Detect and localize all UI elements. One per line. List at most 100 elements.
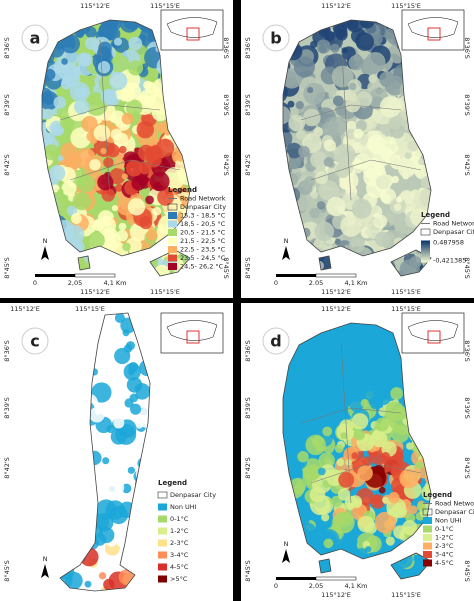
map-cell: [312, 403, 333, 423]
north-label: N: [43, 555, 48, 563]
legend-label: 23,5 - 24,5 °C: [180, 254, 226, 262]
legend-label: 22,5 - 23,5 °C: [180, 246, 226, 254]
map-cell: [388, 492, 400, 504]
map-cell: [89, 159, 101, 171]
legend-label: 3-4°C: [435, 551, 454, 559]
panel: d 115°12'E 115°15'E 115°12'E 115°15'E 8°36'S 8…: [241, 303, 474, 601]
legend-swatch: [168, 263, 177, 270]
map-cell: [109, 167, 126, 185]
legend-label: 0-1°C: [170, 515, 189, 523]
map-cell: [355, 91, 373, 108]
lat-label: 8°39'S: [244, 397, 252, 419]
map-cell: [309, 207, 320, 219]
map-cell: [59, 115, 74, 130]
lat-label: 8°36'S: [244, 340, 252, 362]
legend-ramp-low: -0,421385: [433, 257, 466, 265]
panel-label: a: [30, 29, 41, 48]
lat-label: 8°39'S: [244, 94, 252, 116]
map-cell: [381, 451, 390, 461]
city-boundary: [282, 19, 432, 277]
lat-label: 8°39'S: [463, 94, 471, 116]
legend-title: Legend: [168, 186, 197, 194]
map-cell: [127, 466, 136, 474]
lat-label: 8°42'S: [463, 457, 471, 479]
legend-label: Denpasar City: [433, 228, 474, 236]
panel-label-badge: [21, 327, 49, 355]
legend-label: Road Network: [180, 195, 226, 203]
map-cell: [323, 139, 336, 152]
map-cell: [127, 60, 144, 76]
legend-title: Legend: [158, 479, 187, 487]
lat-label: 8°42'S: [222, 154, 230, 176]
map-cell: [111, 388, 128, 404]
lat-label: 8°45'S: [244, 257, 252, 279]
panel-label-badge: [262, 327, 290, 355]
map-cell: [298, 145, 310, 158]
map-cell: [121, 173, 128, 180]
map-cell: [315, 369, 328, 382]
map-cell: [64, 224, 85, 245]
map-cell: [370, 399, 380, 410]
map-cell: [108, 71, 128, 91]
map-cell: [84, 37, 98, 50]
legend-label: 2-3°C: [170, 539, 189, 547]
map-cell: [316, 39, 331, 54]
map-cell: [385, 136, 393, 144]
lat-label: 8°42'S: [3, 457, 11, 479]
north-arrow: [282, 549, 290, 563]
map-cell: [310, 150, 328, 169]
map-cell: [379, 96, 402, 118]
map-cell: [382, 496, 389, 504]
map-cell: [120, 87, 136, 102]
legend-swatch: [158, 575, 167, 583]
map-cell: [283, 403, 291, 422]
map-cell: [121, 112, 134, 125]
map-cell: [289, 477, 307, 495]
map-cell: [151, 104, 169, 122]
panel-label-badge: [21, 24, 49, 52]
map-cell: [378, 486, 386, 494]
map-cell: [102, 457, 110, 465]
map-cell: [93, 533, 107, 546]
lat-label: 8°42'S: [244, 457, 252, 479]
lon-label: 115°15'E: [391, 591, 421, 599]
map-cell: [322, 426, 333, 437]
map-cell: [304, 176, 316, 188]
map-cell: [389, 155, 399, 164]
map-cell: [357, 515, 375, 533]
map-cell: [374, 511, 397, 534]
map-cell: [157, 188, 174, 206]
map-cell: [404, 152, 412, 160]
road-network: [300, 342, 422, 504]
map-cell: [113, 37, 122, 46]
legend-label: 18,5 - 20,5 °C: [180, 220, 226, 228]
map-cell: [300, 166, 307, 173]
map-cell: [153, 264, 171, 276]
lon-label: 115°12'E: [80, 2, 110, 10]
lon-label: 115°12'E: [321, 2, 351, 10]
map-cell: [360, 399, 370, 408]
map-cell: [305, 434, 326, 456]
map-cell: [345, 20, 365, 33]
map-cell: [131, 175, 146, 191]
map-cell: [145, 195, 154, 205]
legend-swatch: [423, 559, 432, 567]
map-cell: [318, 180, 339, 201]
legend-swatch: [168, 220, 177, 228]
map-cell: [60, 78, 73, 90]
road-network: [300, 39, 422, 201]
map-cell: [372, 387, 388, 402]
map-cell: [384, 401, 405, 422]
map-cell: [362, 157, 384, 180]
map-cell: [103, 578, 115, 591]
map-cell: [106, 143, 120, 158]
map-cell: [286, 154, 302, 170]
map-cell: [334, 143, 356, 166]
map-cell: [314, 221, 335, 242]
map-cell: [341, 513, 354, 526]
map-cell: [296, 396, 318, 418]
map-cell: [122, 242, 131, 252]
map-cell: [110, 428, 127, 445]
